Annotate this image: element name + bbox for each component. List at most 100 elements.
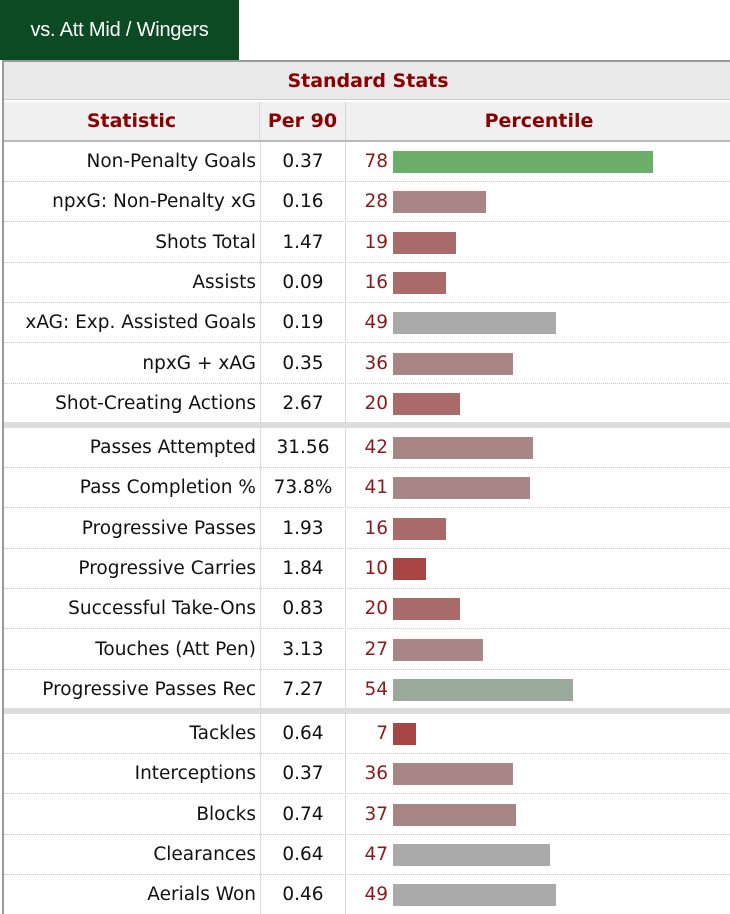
percentile-value: 7	[376, 723, 388, 744]
percentile-value: 54	[364, 678, 388, 700]
table-row: Touches (Att Pen) 3.13 27	[4, 629, 730, 670]
table-row: Blocks 0.74 37	[4, 794, 730, 835]
per90-value: 0.74	[260, 794, 346, 835]
statistic-label: npxG + xAG	[142, 352, 256, 374]
statistic-label: Non-Penalty Goals	[86, 151, 257, 172]
statistic-label: Interceptions	[134, 763, 256, 785]
percentile-bar	[393, 884, 556, 907]
statistic-label: Assists	[192, 271, 256, 293]
percentile-bar	[393, 517, 446, 540]
table-row: xAG: Exp. Assisted Goals 0.19 49	[4, 303, 730, 344]
percentile-bar	[393, 843, 550, 866]
percentile-bar	[393, 151, 653, 173]
percentile-value: 10	[364, 557, 388, 579]
table-row: Aerials Won 0.46 49	[4, 875, 730, 914]
table-row: npxG + xAG 0.35 36	[4, 343, 730, 384]
percentile-bar	[393, 678, 573, 701]
statistic-label: Tackles	[189, 723, 256, 744]
per90-value: 1.84	[260, 548, 346, 589]
percentile-bar	[393, 392, 460, 415]
percentile-bar	[393, 271, 446, 294]
percentile-value: 47	[364, 843, 388, 865]
group-separator	[4, 422, 730, 428]
group-separator	[4, 708, 730, 714]
percentile-value: 42	[364, 437, 388, 458]
per90-value: 0.35	[260, 343, 346, 384]
table-row: Pass Completion % 73.8% 41	[4, 468, 730, 509]
percentile-bar	[393, 598, 460, 621]
per90-value: 7.27	[260, 669, 346, 710]
per90-value: 1.47	[260, 222, 346, 263]
percentile-value: 16	[364, 517, 388, 539]
percentile-value: 28	[364, 191, 388, 213]
percentile-value: 19	[364, 231, 388, 253]
percentile-bar	[393, 557, 426, 580]
standard-stats-table: Standard Stats Statistic Per 90 Percenti…	[2, 60, 730, 914]
header-percentile[interactable]: Percentile	[484, 110, 594, 132]
percentile-bar	[393, 723, 416, 745]
table-title: Standard Stats	[4, 62, 730, 100]
statistic-label: Successful Take-Ons	[68, 598, 256, 620]
stat-rows: Non-Penalty Goals 0.37 78 npxG: Non-Penalty…	[4, 62, 730, 914]
percentile-bar	[393, 763, 513, 786]
table-row: Passes Attempted 31.56 42	[4, 428, 730, 468]
per90-value: 0.09	[260, 262, 346, 303]
statistic-label: Touches (Att Pen)	[95, 638, 256, 660]
statistic-label: Progressive Passes Rec	[42, 678, 256, 700]
percentile-value: 78	[364, 151, 388, 172]
per90-value: 0.19	[260, 303, 346, 344]
per90-value: 0.83	[260, 589, 346, 630]
table-row: Non-Penalty Goals 0.37 78	[4, 142, 730, 182]
percentile-value: 36	[364, 352, 388, 374]
per90-value: 0.46	[260, 875, 346, 914]
per90-value: 0.16	[260, 182, 346, 223]
statistic-label: Blocks	[196, 803, 256, 825]
header-statistic[interactable]: Statistic	[4, 102, 260, 140]
table-row: Successful Take-Ons 0.83 20	[4, 589, 730, 630]
statistic-label: Clearances	[153, 843, 256, 865]
statistic-label: Pass Completion %	[79, 477, 256, 499]
percentile-value: 41	[364, 477, 388, 499]
per90-value: 0.37	[260, 142, 346, 182]
table-row: Progressive Passes Rec 7.27 54	[4, 669, 730, 710]
table-row: npxG: Non-Penalty xG 0.16 28	[4, 182, 730, 223]
per90-value: 2.67	[260, 383, 346, 424]
table-row: Shots Total 1.47 19	[4, 222, 730, 263]
percentile-value: 49	[364, 312, 388, 334]
header-row: Statistic Per 90 Percentile	[4, 102, 730, 142]
table-row: Progressive Carries 1.84 10	[4, 548, 730, 589]
per90-value: 1.93	[260, 508, 346, 549]
percentile-bar	[393, 477, 530, 500]
per90-value: 73.8%	[260, 468, 346, 509]
statistic-label: Shots Total	[155, 231, 256, 253]
statistic-label: xAG: Exp. Assisted Goals	[25, 312, 256, 334]
per90-value: 3.13	[260, 629, 346, 670]
table-row: Tackles 0.64 7	[4, 714, 730, 754]
table-row: Interceptions 0.37 36	[4, 754, 730, 795]
statistic-label: Shot-Creating Actions	[55, 392, 256, 414]
percentile-bar	[393, 437, 533, 459]
percentile-value: 20	[364, 392, 388, 414]
statistic-label: Progressive Carries	[78, 557, 256, 579]
percentile-value: 16	[364, 271, 388, 293]
header-per90[interactable]: Per 90	[260, 102, 346, 140]
per90-value: 0.64	[260, 834, 346, 875]
percentile-value: 36	[364, 763, 388, 785]
per90-value: 0.64	[260, 714, 346, 754]
percentile-bar	[393, 803, 516, 826]
table-row: Shot-Creating Actions 2.67 20	[4, 383, 730, 424]
per90-value: 31.56	[260, 428, 346, 468]
table-row: Clearances 0.64 47	[4, 834, 730, 875]
percentile-value: 49	[364, 884, 388, 906]
percentile-bar	[393, 312, 556, 335]
percentile-bar	[393, 352, 513, 375]
percentile-value: 37	[364, 803, 388, 825]
percentile-value: 27	[364, 638, 388, 660]
tab-att-mid-wingers[interactable]: vs. Att Mid / Wingers	[0, 0, 239, 60]
statistic-label: Aerials Won	[147, 884, 256, 906]
percentile-bar	[393, 231, 456, 254]
percentile-bar	[393, 191, 486, 214]
per90-value: 0.37	[260, 754, 346, 795]
percentile-value: 20	[364, 598, 388, 620]
statistic-label: Passes Attempted	[89, 437, 256, 458]
